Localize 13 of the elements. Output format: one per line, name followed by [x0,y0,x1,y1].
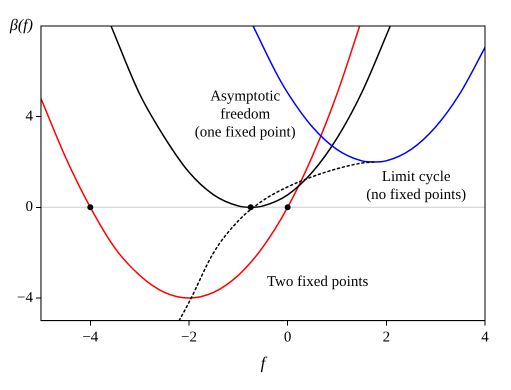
y-tick-label: 4 [25,108,34,125]
annotation: Two fixed points [266,274,368,290]
x-tick-label: −2 [180,330,197,346]
y-tick-label: −4 [16,290,34,306]
annotation: Asymptotic freedom (one fixed point) [194,88,296,140]
x-tick-label: 2 [382,330,390,346]
x-axis-title: f [260,353,268,372]
x-tick-label: 0 [284,330,292,346]
y-tick-label: 0 [25,199,33,216]
y-axis-title: β(f) [8,17,33,34]
annotation: Limit cycle (no fixed points) [366,168,466,203]
x-tick-label: 4 [481,330,490,346]
x-tick-label: −4 [82,330,99,346]
